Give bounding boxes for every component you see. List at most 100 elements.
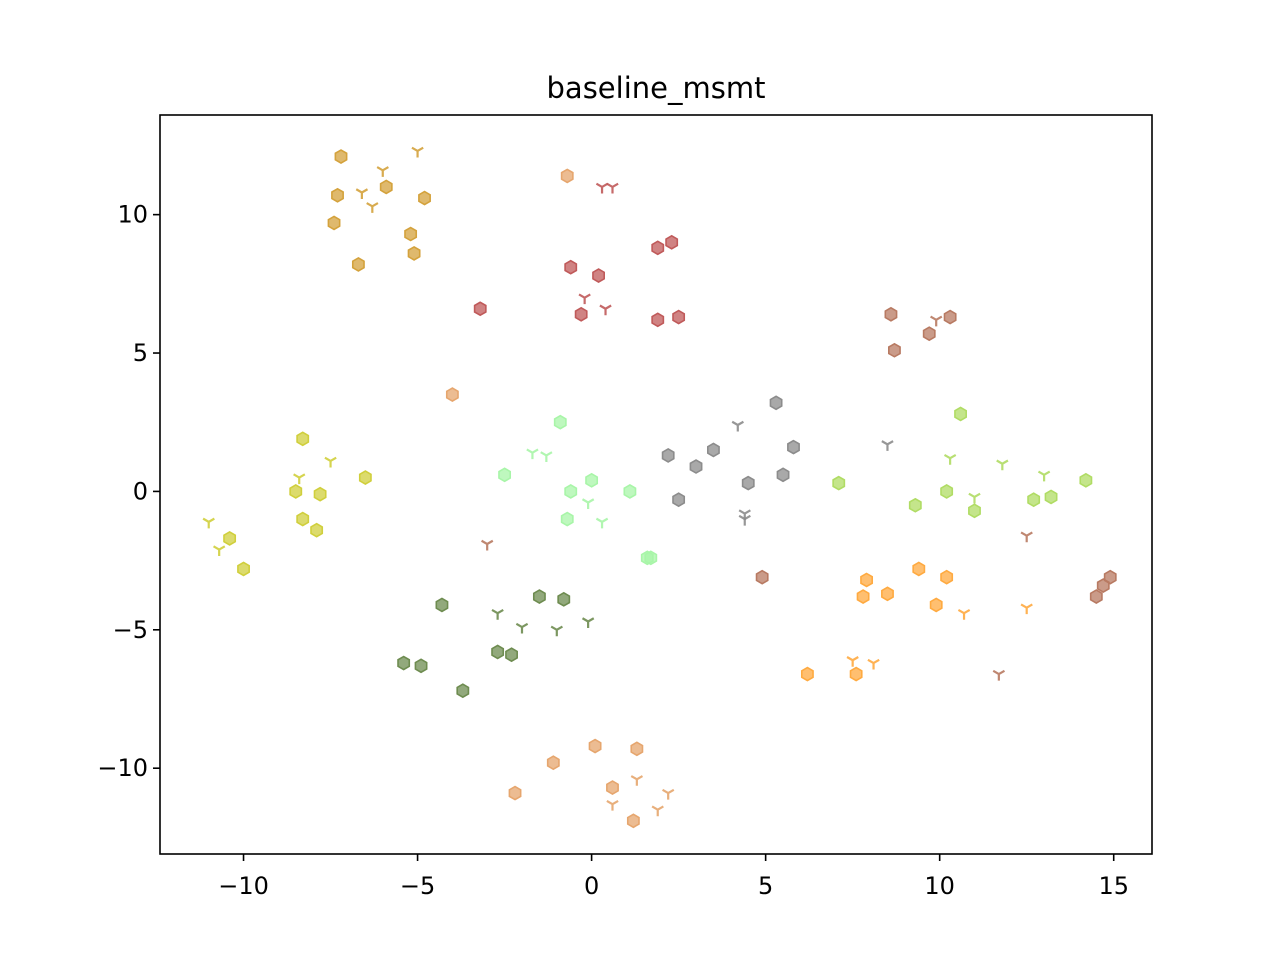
series-9 bbox=[800, 561, 1033, 682]
hexagon-point bbox=[787, 439, 800, 455]
tri-point bbox=[481, 539, 494, 551]
tri-point bbox=[293, 473, 306, 485]
tri-point bbox=[651, 805, 664, 817]
y-tick-label: −5 bbox=[113, 616, 148, 644]
hexagon-point bbox=[908, 497, 922, 513]
hexagon-point bbox=[553, 414, 567, 430]
tri-point bbox=[550, 625, 563, 637]
hexagon-point bbox=[1027, 492, 1041, 508]
series-6 bbox=[498, 414, 658, 566]
tri-point bbox=[1037, 470, 1051, 482]
hexagon-point bbox=[505, 647, 518, 663]
hexagon-point bbox=[327, 215, 341, 231]
hexagon-point bbox=[606, 780, 619, 795]
hexagon-point bbox=[943, 309, 957, 325]
x-tick-label: −5 bbox=[400, 872, 435, 900]
hexagon-point bbox=[532, 589, 546, 605]
hexagon-point bbox=[922, 326, 936, 342]
hexagon-point bbox=[1089, 589, 1103, 605]
tri-point bbox=[996, 459, 1009, 471]
tri-point bbox=[943, 454, 957, 465]
series-2 bbox=[473, 182, 686, 328]
hexagon-point bbox=[769, 395, 783, 411]
hexagon-point bbox=[351, 257, 365, 272]
hexagon-point bbox=[498, 467, 512, 483]
chart-title: baseline_msmt bbox=[547, 71, 766, 105]
hexagon-point bbox=[1103, 569, 1117, 585]
tri-point bbox=[881, 440, 894, 451]
hexagon-point bbox=[407, 245, 421, 261]
tri-point bbox=[606, 799, 619, 811]
tri-point bbox=[930, 315, 943, 327]
tri-point bbox=[731, 420, 744, 432]
hexagon-point bbox=[313, 486, 327, 502]
tri-point bbox=[738, 514, 751, 526]
tri-point bbox=[599, 304, 612, 316]
hexagon-point bbox=[776, 467, 790, 483]
hexagon-point bbox=[237, 561, 250, 577]
hexagon-point bbox=[310, 522, 324, 538]
tri-point bbox=[606, 182, 619, 194]
hexagon-point bbox=[755, 569, 769, 585]
series-8 bbox=[832, 406, 1093, 519]
hexagon-point bbox=[334, 149, 348, 164]
hexagon-point bbox=[954, 406, 967, 422]
hexagon-point bbox=[560, 168, 574, 184]
hexagon-point bbox=[588, 738, 602, 754]
hexagon-point bbox=[884, 306, 898, 322]
hexagon-point bbox=[689, 459, 703, 474]
hexagon-point bbox=[379, 179, 393, 195]
hexagon-point bbox=[640, 550, 654, 566]
hexagon-point bbox=[508, 785, 522, 801]
tri-point bbox=[355, 188, 369, 199]
tri-point bbox=[581, 617, 595, 629]
x-tick-label: 15 bbox=[1098, 872, 1129, 900]
hexagon-point bbox=[665, 234, 679, 250]
hexagon-point bbox=[800, 666, 814, 682]
hexagon-point bbox=[546, 755, 560, 771]
tri-point bbox=[992, 669, 1006, 681]
tri-point bbox=[1020, 603, 1033, 615]
hexagon-point bbox=[560, 511, 574, 527]
x-tick-label: 0 bbox=[584, 872, 599, 900]
hexagon-point bbox=[623, 483, 637, 499]
axes: −10 −5 0 5 10 15 −10 −5 0 5 10 bbox=[97, 201, 1129, 900]
hexagon-point bbox=[887, 342, 901, 358]
hexagon-point bbox=[940, 569, 954, 585]
series-3 bbox=[445, 168, 675, 829]
tri-point bbox=[846, 656, 859, 667]
tri-point bbox=[630, 775, 644, 786]
y-tick-label: 5 bbox=[133, 339, 148, 367]
series-10 bbox=[397, 589, 595, 699]
y-tick-label: −10 bbox=[97, 754, 148, 782]
series-1 bbox=[327, 146, 431, 272]
tri-point bbox=[662, 788, 675, 800]
hexagon-point bbox=[397, 655, 411, 671]
hexagon-point bbox=[223, 531, 237, 546]
hexagon-point bbox=[651, 312, 665, 328]
hexagon-point bbox=[435, 597, 449, 613]
tri-point bbox=[1020, 531, 1033, 543]
hexagon-point bbox=[564, 483, 578, 499]
tri-point bbox=[202, 517, 215, 529]
hexagon-point bbox=[445, 387, 459, 402]
hexagon-point bbox=[1079, 472, 1093, 488]
hexagon-point bbox=[289, 483, 303, 499]
x-tick-label: −10 bbox=[218, 872, 269, 900]
tri-point bbox=[212, 545, 226, 557]
y-tick-label: 0 bbox=[133, 477, 148, 505]
tri-point bbox=[595, 517, 609, 529]
hexagon-point bbox=[585, 472, 599, 488]
hexagon-point bbox=[860, 572, 874, 588]
hexagon-point bbox=[1044, 489, 1058, 505]
tri-point bbox=[324, 456, 337, 468]
hexagon-point bbox=[968, 503, 981, 519]
hexagon-point bbox=[473, 301, 487, 317]
tri-point bbox=[366, 202, 379, 213]
series-7 bbox=[661, 395, 894, 526]
y-tick-label: 10 bbox=[117, 201, 148, 229]
hexagon-point bbox=[651, 240, 665, 256]
hexagon-point bbox=[940, 483, 954, 499]
hexagon-point bbox=[564, 259, 578, 275]
